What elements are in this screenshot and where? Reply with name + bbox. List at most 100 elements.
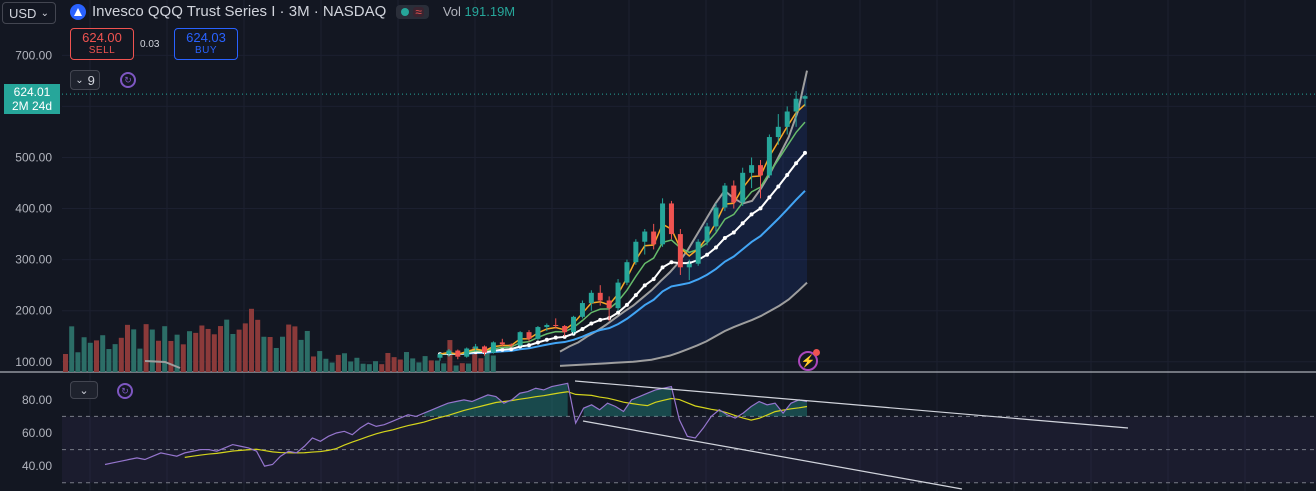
volume-bar [317, 351, 323, 372]
market-status[interactable]: ≈ [396, 4, 429, 19]
candle-body [579, 303, 585, 317]
volume-bar [342, 353, 347, 372]
volume-bar [69, 326, 75, 372]
volume-bar [162, 326, 168, 372]
rsi-line [104, 382, 808, 467]
candle-body [446, 350, 452, 355]
price-tick-label: 100.00 [15, 355, 52, 369]
volume-bar [242, 323, 248, 372]
spread-value: 0.03 [140, 39, 160, 50]
volume-bar [298, 339, 304, 372]
volume-bar [112, 344, 118, 372]
sell-label: SELL [88, 45, 116, 56]
symbol-header: Invesco QQQ Trust Series I · 3M · NASDAQ… [70, 3, 515, 20]
volume-bar [484, 353, 490, 372]
volume-bar [199, 325, 205, 372]
volume-bar [373, 361, 378, 372]
candle-body [784, 111, 790, 127]
candle-body [473, 346, 479, 349]
volume-bar [478, 358, 484, 372]
volume-bar [125, 324, 130, 372]
chevron-down-icon: ⌄ [79, 384, 89, 397]
symbol-title[interactable]: Invesco QQQ Trust Series I · 3M · NASDAQ [92, 3, 387, 20]
buy-button[interactable]: 624.03 BUY [174, 28, 238, 60]
lightning-icon[interactable]: ⚡ [798, 349, 820, 371]
candle-body [651, 231, 657, 245]
candle-body [490, 342, 496, 353]
volume-bar [304, 330, 310, 372]
ema-white-dot [571, 331, 576, 336]
volume-bar [156, 340, 161, 372]
candle-body [455, 350, 461, 357]
candle-body [668, 203, 674, 235]
volume-bar [397, 359, 403, 372]
rsi-tick-label: 60.00 [22, 426, 52, 440]
volume-bar [366, 364, 372, 372]
volume-bar [447, 340, 453, 372]
volume-bar [273, 347, 279, 372]
candle-body [517, 332, 523, 346]
ema-blue [439, 190, 806, 356]
volume-bar [81, 337, 87, 372]
candle-body [553, 325, 559, 327]
volume-bar [466, 363, 471, 372]
candle-body [802, 96, 808, 99]
last-price: 624.01 [13, 85, 51, 99]
price-tick-label: 700.00 [15, 48, 52, 62]
candle-body [544, 325, 550, 328]
last-price-tag: 624.01 2M 24d [4, 84, 60, 114]
rsi-tick-label: 80.00 [22, 393, 52, 407]
ema-white-dot [589, 321, 594, 326]
volume-bar [329, 362, 335, 372]
ema-white-dot [722, 235, 727, 240]
volume-bar [218, 326, 223, 372]
volume-bar [143, 324, 149, 372]
volume-bar [490, 355, 496, 372]
trendline-upper [574, 380, 1129, 429]
ema-white-dot [651, 277, 656, 282]
sell-button[interactable]: 624.00 SELL [70, 28, 134, 60]
chevron-down-icon: ⌄ [75, 74, 84, 86]
sync-icon[interactable]: ↻ [120, 72, 136, 88]
volume-bar [292, 326, 298, 372]
rsi-toggle-button[interactable]: ⌄ [70, 381, 98, 399]
volume-bar [87, 342, 93, 372]
sync-icon[interactable]: ↻ [117, 383, 133, 399]
ema-white-dot [767, 195, 772, 200]
volume-bar [410, 358, 416, 372]
candle-body [535, 327, 541, 339]
volume-bar [348, 361, 354, 372]
candle-body [695, 241, 701, 264]
candle-body [508, 344, 514, 346]
candle-body [588, 292, 594, 304]
currency-selector[interactable]: USD ⌄ [2, 2, 56, 24]
volume-bar [236, 329, 242, 372]
ema-white-dot [527, 343, 532, 348]
indicator-count: 9 [87, 72, 95, 88]
volume-bar [137, 348, 143, 372]
market-open-dot-icon [401, 7, 410, 16]
bar-countdown: 2M 24d [11, 99, 53, 113]
ema-white-dot [500, 347, 505, 352]
volume-value: 191.19M [464, 4, 516, 19]
candle-body [731, 185, 737, 203]
volume-bar [280, 336, 285, 372]
candle-body [740, 172, 746, 203]
ema-white-dot [553, 335, 558, 340]
volume-bar [75, 352, 81, 372]
candle-body [437, 354, 443, 358]
chevron-down-icon: ⌄ [40, 7, 49, 19]
ema-white-dot [713, 245, 718, 250]
rsi-tick-label: 40.00 [22, 459, 52, 473]
candle-body [482, 346, 488, 353]
ema-white-dot [509, 347, 514, 352]
indicators-toggle-button[interactable]: ⌄ 9 [70, 70, 100, 90]
candle-body [686, 263, 692, 268]
band-upper [559, 70, 808, 353]
candles [437, 91, 808, 361]
ema-white-dot [705, 252, 710, 257]
candle-body [757, 165, 763, 176]
invesco-logo-icon [70, 3, 86, 20]
candle-body [775, 126, 781, 138]
